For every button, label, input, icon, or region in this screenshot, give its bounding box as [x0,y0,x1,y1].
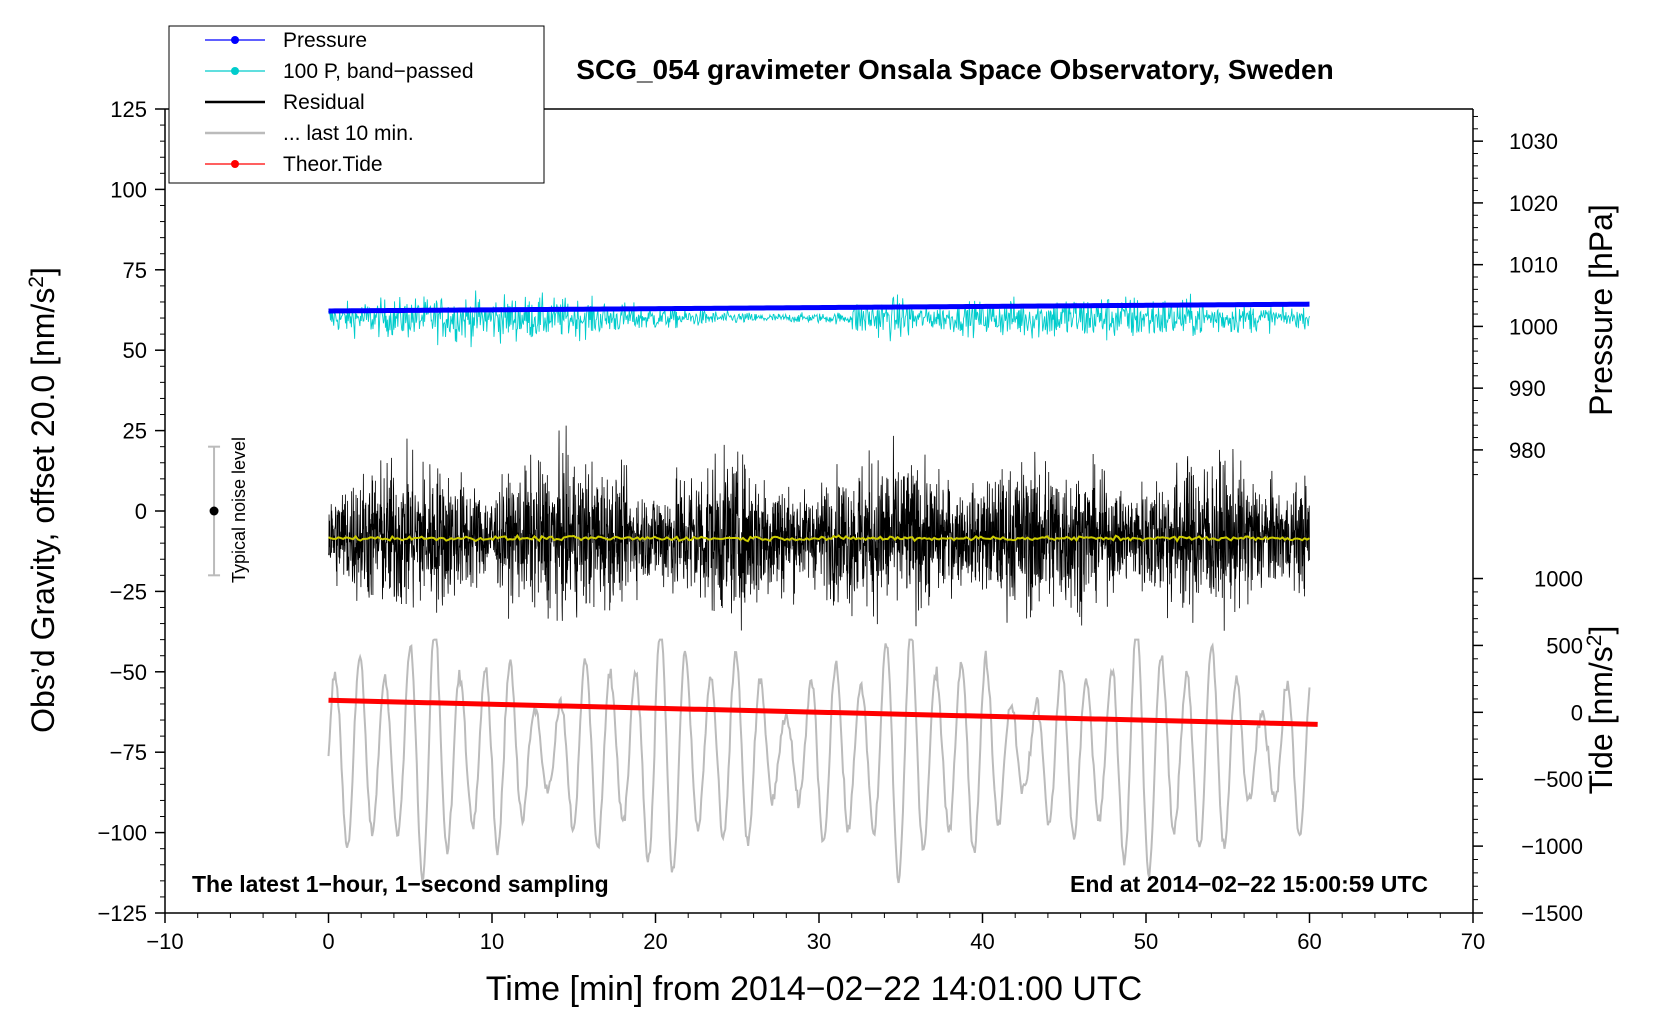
tide-tick-label: −1500 [1521,901,1583,926]
pressure-tick-label: 1000 [1509,314,1558,339]
x-tick-label: 0 [322,929,334,954]
x-tick-label: 50 [1134,929,1158,954]
chart-title: SCG_054 gravimeter Onsala Space Observat… [576,54,1333,85]
x-tick-label: 30 [807,929,831,954]
y-axis-label-pressure: Pressure [hPa] [1583,204,1619,416]
pressure-tick-label: 990 [1509,376,1546,401]
tide-tick-label: −1000 [1521,834,1583,859]
pressure-tick-label: 1030 [1509,129,1558,154]
x-tick-label: 20 [643,929,667,954]
legend-label: 100 P, band−passed [283,60,474,83]
y-tick-label: −75 [110,740,147,765]
x-axis-label: Time [min] from 2014−02−22 14:01:00 UTC [486,970,1142,1008]
legend-swatch-marker [231,36,239,44]
x-tick-label: −10 [146,929,183,954]
y-axis-label-gravity: Obs’d Gravity, offset 20.0 [nm/s2] [25,267,62,733]
legend: Pressure 100 P, band−passed Residual ... la… [168,25,545,184]
noise-level-indicator [208,445,221,577]
annotation-left: The latest 1−hour, 1−second sampling [192,871,609,897]
series-residual-line [328,425,1310,631]
series-pressure-line [328,301,1310,314]
series-mean-residual-line [328,533,1310,543]
y-tick-label: −50 [110,660,147,685]
series-bandpassed-pressure-line [328,290,1310,348]
annotation-right: End at 2014−02−22 15:00:59 UTC [1070,871,1428,897]
legend-swatch-marker [231,160,239,168]
legend-box [168,25,545,184]
pressure-tick-label: 1010 [1509,253,1558,278]
y-tick-label: 50 [123,338,147,363]
y-tick-label: 25 [123,419,147,444]
series-theoretical-tide-line [328,697,1318,727]
legend-label: ... last 10 min. [283,122,414,145]
noise-level-dot [209,506,219,516]
pressure-tick-label: 980 [1509,438,1546,463]
y-tick-label: 0 [135,499,147,524]
tide-tick-label: −500 [1533,767,1583,792]
series-layer [327,290,1318,884]
y-tick-label: −100 [97,821,147,846]
y-tick-label: 75 [123,258,147,283]
tide-tick-label: 0 [1571,700,1583,725]
y-axis-label-tide: Tide [nm/s2] [1583,626,1620,795]
x-tick-label: 10 [480,929,504,954]
y-tick-label: −25 [110,579,147,604]
tide-tick-label: 500 [1546,633,1583,658]
pressure-tick-label: 1020 [1509,191,1558,216]
noise-level-label: Typical noise level [229,437,249,583]
legend-swatch-marker [231,67,239,75]
tide-tick-label: 1000 [1534,567,1583,592]
legend-label: Residual [283,91,365,114]
y-tick-label: 125 [110,97,147,122]
legend-label: Theor.Tide [283,153,383,176]
x-tick-label: 70 [1461,929,1485,954]
y-axis-label-gravity-sup: 2 [25,276,48,288]
legend-label: Pressure [283,29,367,52]
y-tick-label: −125 [97,901,147,926]
series-last-10-min-line [327,638,1311,884]
axes-layer: −10 0 10 20 30 40 50 60 701251007550250−25−50−75… [97,97,1583,954]
y-axis-label-tide-sup: 2 [1583,635,1606,647]
y-tick-label: 100 [110,177,147,202]
x-tick-label: 60 [1297,929,1321,954]
x-tick-label: 40 [970,929,994,954]
